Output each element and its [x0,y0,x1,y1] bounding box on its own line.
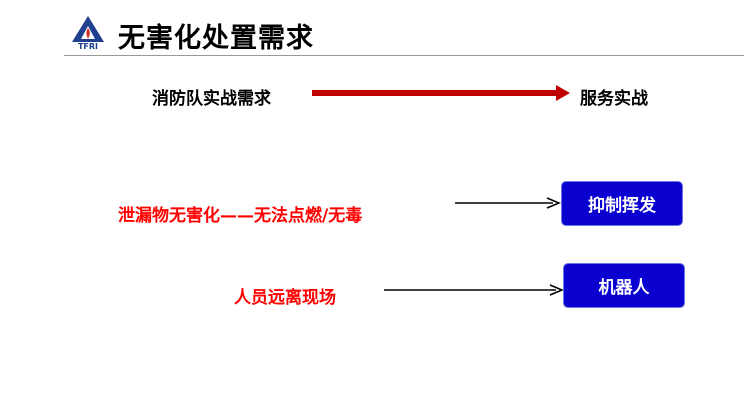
suppress-volatilization-box: 抑制挥发 [561,181,683,226]
red-arrow [312,85,570,101]
svg-text:TFRI: TFRI [78,42,98,50]
arrow-right-2 [384,284,564,296]
robot-box: 机器人 [563,263,685,308]
tfri-logo: TFRI [72,16,104,50]
personnel-away-label: 人员远离现场 [234,288,336,308]
leak-harmless-label: 泄漏物无害化——无法点燃/无毒 [118,206,363,226]
firefighter-demand-label: 消防队实战需求 [152,89,271,109]
serve-practice-label: 服务实战 [580,89,648,109]
page-title: 无害化处置需求 [118,23,314,54]
title-divider [64,55,744,56]
arrow-right-1 [455,197,561,209]
